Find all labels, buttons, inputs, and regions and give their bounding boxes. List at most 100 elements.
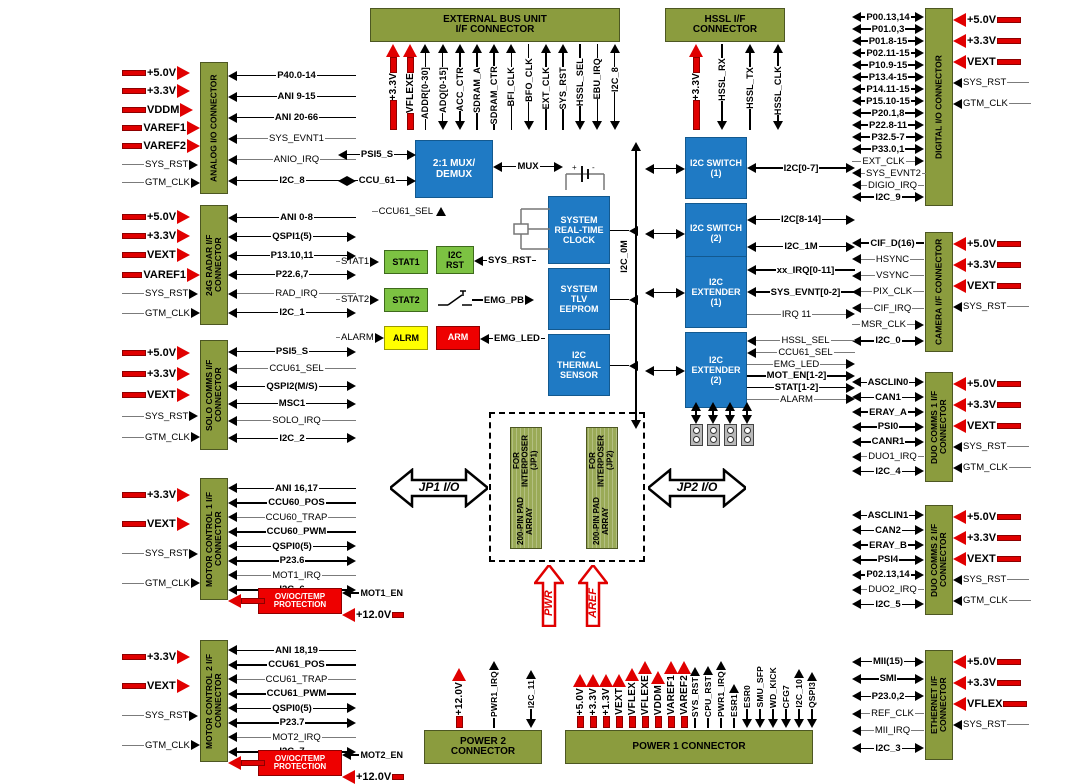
i2c-output-label: HSSL_SEL <box>781 335 830 347</box>
signal-label: QSPI1(5) <box>272 231 312 242</box>
pin-line <box>777 53 779 66</box>
connector-duo-comms-2-i-f-connector[interactable]: DUO COMMS 2 I/F CONNECTOR <box>925 505 953 615</box>
power-label: +3.3V <box>967 398 997 411</box>
connector-duo-comms-1-i-f-connector[interactable]: DUO COMMS 1 I/F CONNECTOR <box>925 372 953 482</box>
pad-array-jp2[interactable]: 200-PIN PAD ARRAY FOR INTERPOSER (JP2) <box>586 427 618 549</box>
signal-row: PIX_CLK <box>852 285 925 298</box>
arrow-l <box>953 595 962 606</box>
i2c-output-label: I2C[8-14] <box>780 214 822 225</box>
arrow-l <box>953 441 962 452</box>
signal-label: P14.11-15 <box>866 83 910 95</box>
power-label: SYS_RST <box>145 288 189 300</box>
signal-line <box>908 40 915 42</box>
connector-ethernet-i-f-connector[interactable]: ETHERNET I/F CONNECTOR <box>925 650 953 760</box>
signal-label: MSR_CLK <box>861 319 906 331</box>
jumper-header[interactable] <box>724 424 737 446</box>
connector-power-1-connector[interactable]: POWER 1 CONNECTOR <box>565 730 813 764</box>
thermal-sensor-block: I2C THERMAL SENSOR <box>548 334 610 396</box>
power-label: VAREF2 <box>143 140 186 153</box>
power-row: SYS_RST <box>953 439 1049 454</box>
signal-line <box>861 148 871 150</box>
connector-analog-i-o-connector[interactable]: ANALOG I/O CONNECTOR <box>200 62 228 194</box>
power-label: +3.3V <box>147 229 177 242</box>
pin-label: ADQ[0-15] <box>437 67 448 113</box>
power-row: +3.3V <box>122 228 200 243</box>
connector-solo-comms-i-f-connector[interactable]: SOLO COMMS I/F CONNECTOR <box>200 340 228 450</box>
connector-digital-i-o-connector[interactable]: DIGITAL I/O CONNECTOR <box>925 8 953 206</box>
signal-label: MOT2_IRQ <box>272 731 321 743</box>
emg-pushbutton[interactable]: EMG_PB <box>438 288 534 312</box>
arrow-r <box>915 84 925 94</box>
arrow-r <box>347 703 357 714</box>
arrow-r <box>846 163 855 173</box>
signal-line <box>237 159 273 160</box>
signal-line <box>910 52 916 54</box>
signal-label: P13.4-15 <box>868 71 908 83</box>
pin-line <box>749 53 751 67</box>
pin-stalk: VFLEX <box>625 650 639 728</box>
signal-group: P40.0-14 ANI 9-15 ANI 20-66 SYS_EVNT1 ANIO_I… <box>228 65 357 191</box>
indicator-input-row: ALARM <box>336 331 384 344</box>
signal-line <box>861 381 867 384</box>
power-row: SYS_RST <box>122 286 200 301</box>
line <box>336 261 340 262</box>
connector-power-2-connector[interactable]: POWER 2 CONNECTOR <box>424 730 542 764</box>
signal-line <box>237 179 279 182</box>
signal-row: ASCLIN0 <box>852 376 924 389</box>
arrow-l <box>953 397 966 412</box>
line <box>729 411 731 415</box>
signal-row: SMI <box>852 672 925 685</box>
connector-hssl-i-f-connector[interactable]: HSSL I/F CONNECTOR <box>665 8 785 42</box>
power-row: +5.0V <box>122 345 200 360</box>
power-line <box>996 555 1021 562</box>
pin-stalk: I2C_8 <box>609 44 620 130</box>
eeprom-block-line2: TLV <box>570 293 588 304</box>
connector-motor-control-1-i-f-connector[interactable]: MOTOR CONTROL 1 I/F CONNECTOR <box>200 478 228 600</box>
power-line <box>122 164 144 166</box>
power-label: +5.0V <box>147 210 177 223</box>
signal-row: I2C_2 <box>228 432 357 445</box>
arrow-l <box>852 377 861 388</box>
pin-line <box>545 109 547 130</box>
jumper-header[interactable] <box>707 424 720 446</box>
pin-stalk: VAREF2 <box>677 650 691 728</box>
connector-camera-i-f-connector[interactable]: CAMERA I/F CONNECTOR <box>925 232 953 352</box>
signal-label: I2C_9 <box>875 191 901 203</box>
signal-label: CIF_D(16) <box>870 237 915 249</box>
jp2-io-arrow: JP2 I/O <box>646 467 748 509</box>
signal-line <box>861 456 868 458</box>
signal-line <box>913 291 925 293</box>
signal-line <box>305 560 348 562</box>
signal-row: P23.0,2 <box>852 690 924 703</box>
arrow-l <box>852 540 861 551</box>
signal-label: QSPI2(M/S) <box>266 380 318 392</box>
jp1-io-arrow-label: JP1 I/O <box>418 480 460 494</box>
line <box>610 364 629 367</box>
signal-group: P00.13,14 P01.0,3 P01.8-15 P02.11-15 P10.9-1… <box>852 11 926 203</box>
arrow-l <box>228 91 237 102</box>
power-line <box>122 715 144 717</box>
connector-24g-radar-i-f-connector[interactable]: 24G RADAR I/F CONNECTOR <box>200 205 228 325</box>
signal-row: I2C_4 <box>852 465 925 478</box>
pin-line <box>476 53 478 67</box>
power-row: +5.0V <box>953 12 1049 27</box>
connector-motor-control-2-i-f-connector[interactable]: MOTOR CONTROL 2 I/F CONNECTOR <box>200 640 228 762</box>
power-row: GTM_CLK <box>953 460 1049 475</box>
power-row: SYS_RST <box>122 157 200 172</box>
signal-line <box>861 660 872 663</box>
power-label: SYS_RST <box>145 159 189 171</box>
power-line <box>996 58 1021 65</box>
connector-external-bus-unit-i-f-connector[interactable]: EXTERNAL BUS UNIT I/F CONNECTOR <box>370 8 620 42</box>
i2c-rst-input-label: SYS_RST <box>488 255 532 266</box>
signal-group: MII(15) SMI P23.0,2 REF_CLK MII_IRQ I2C_3 <box>852 653 925 757</box>
power-label: +3.3V <box>147 367 177 380</box>
jumper-header[interactable] <box>690 424 703 446</box>
line <box>827 375 846 377</box>
power-row: +3.3V <box>953 530 1049 545</box>
jumper-header[interactable] <box>741 424 754 446</box>
pad-array-jp1[interactable]: 200-PIN PAD ARRAY FOR INTERPOSER (JP1) <box>510 427 542 549</box>
arrow-r <box>177 366 191 381</box>
svg-text:-: - <box>592 163 595 172</box>
pin-stalk: HSSL_SEL <box>575 44 586 130</box>
signal-line <box>237 216 280 219</box>
